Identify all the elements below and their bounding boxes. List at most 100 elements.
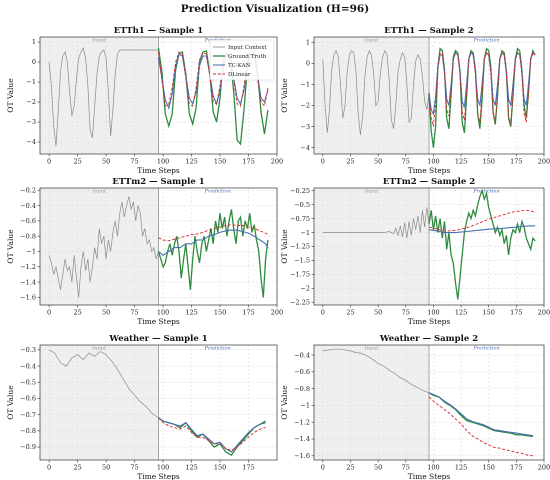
y-tick-label: −0.6: [294, 368, 310, 376]
y-tick-label: −1.2: [294, 418, 310, 426]
y-tick-label: −1.6: [20, 294, 36, 302]
x-tick-label: 150: [214, 309, 226, 317]
series-line-input-context: [48, 196, 159, 298]
chart-title: Weather — Sample 1: [108, 334, 207, 344]
y-tick-label: −4: [300, 144, 310, 152]
series-line-ground-truth: [428, 47, 536, 148]
chart-title: ETTh1 — Sample 1: [114, 26, 204, 36]
y-tick-label: −0.6: [20, 217, 36, 225]
x-tick-label: 75: [402, 464, 410, 472]
x-tick-label: 50: [374, 158, 382, 166]
x-tick-label: 150: [483, 158, 495, 166]
y-tick-label: −0.8: [20, 427, 36, 435]
y-tick-label: −0.8: [20, 232, 36, 240]
x-tick-label: 75: [402, 158, 410, 166]
x-tick-label: 0: [321, 309, 325, 317]
x-tick-label: 150: [214, 158, 226, 166]
x-tick-label: 25: [73, 158, 81, 166]
input-region-label: Input: [91, 346, 107, 352]
y-axis-label: OT Value: [280, 78, 289, 113]
x-tick-label: 125: [185, 309, 197, 317]
x-tick-label: 25: [346, 464, 354, 472]
series-line-tc-kan: [158, 417, 266, 453]
input-region-shade: [314, 345, 429, 460]
series-line-dlinear: [428, 51, 536, 127]
y-tick-label: 0: [306, 60, 310, 68]
x-tick-label: 100: [427, 309, 439, 317]
input-region-label: Input: [91, 38, 107, 44]
x-tick-label: 150: [483, 464, 495, 472]
x-tick-label: 75: [130, 309, 138, 317]
y-tick-label: −1: [26, 78, 36, 86]
x-axis-label: Time Steps: [408, 166, 451, 175]
prediction-region-label: Prediction: [204, 189, 231, 195]
y-tick-label: −2: [300, 102, 310, 110]
y-tick-label: −1.2: [20, 263, 36, 271]
x-tick-label: 25: [346, 158, 354, 166]
y-axis-label: OT Value: [280, 229, 289, 264]
input-region-shade: [40, 37, 159, 154]
chart-title: ETTh1 — Sample 2: [384, 26, 474, 36]
series-line-ground-truth: [428, 188, 536, 300]
x-tick-label: 175: [242, 464, 254, 472]
y-tick-label: −1: [300, 81, 310, 89]
x-tick-label: 0: [47, 309, 51, 317]
x-tick-label: 150: [483, 309, 495, 317]
y-tick-label: −1.5: [294, 257, 310, 265]
chart-title: ETTm2 — Sample 1: [112, 177, 204, 187]
x-tick-label: 125: [455, 158, 467, 166]
x-tick-label: 200: [538, 464, 550, 472]
x-tick-label: 200: [538, 309, 550, 317]
y-tick-label: −3: [300, 123, 310, 131]
input-region-shade: [40, 345, 159, 460]
x-tick-label: 0: [321, 464, 325, 472]
plot-frame: [39, 344, 278, 461]
legend-box: [209, 39, 275, 81]
y-tick-label: −0.9: [20, 443, 36, 451]
y-tick-label: −0.5: [294, 201, 310, 209]
chart-panel-4: Input Prediction 0 25 50 75 100 125 150 175 200 −2.…: [280, 177, 550, 326]
plot-frame: [39, 36, 278, 155]
input-region-label: Input: [91, 189, 107, 195]
x-tick-label: 175: [242, 309, 254, 317]
input-region-label: Input: [364, 346, 380, 352]
x-tick-label: 200: [538, 158, 550, 166]
chart-title: Weather — Sample 2: [379, 334, 478, 344]
series-line-input-context: [48, 349, 159, 419]
x-tick-label: 175: [510, 309, 522, 317]
series-line-tc-kan: [158, 229, 269, 256]
prediction-region-label: Prediction: [472, 189, 499, 195]
y-tick-label: −0.3: [20, 346, 36, 354]
series-line-tc-kan: [428, 392, 533, 437]
series-line-dlinear: [158, 224, 269, 242]
y-axis-label: OT Value: [6, 385, 15, 420]
x-axis-label: Time Steps: [408, 472, 451, 480]
y-tick-label: −0.75: [290, 215, 310, 223]
y-tick-label: −0.6: [20, 395, 36, 403]
y-tick-label: 1: [32, 38, 36, 46]
x-tick-label: 25: [346, 309, 354, 317]
x-tick-label: 100: [157, 464, 169, 472]
y-tick-label: −1: [26, 248, 36, 256]
x-axis-label: Time Steps: [137, 472, 180, 480]
y-tick-label: −0.4: [20, 362, 36, 370]
y-tick-label: −2.25: [290, 298, 310, 306]
y-tick-label: −0.4: [20, 202, 36, 210]
plot-frame: [313, 344, 545, 461]
series-line-tc-kan: [428, 225, 536, 234]
y-axis-label: OT Value: [6, 229, 15, 264]
input-region-label: Input: [364, 38, 380, 44]
x-tick-label: 0: [47, 158, 51, 166]
series-line-input-context: [322, 49, 430, 136]
y-tick-label: −0.5: [20, 378, 36, 386]
y-tick-label: −4: [26, 138, 36, 146]
prediction-region-label: Prediction: [472, 346, 499, 352]
y-tick-label: −0.7: [20, 411, 36, 419]
x-tick-label: 125: [455, 464, 467, 472]
y-tick-label: −2: [300, 284, 310, 292]
x-tick-label: 75: [130, 158, 138, 166]
x-tick-label: 100: [427, 158, 439, 166]
plot-frame: [313, 36, 545, 155]
x-tick-label: 25: [73, 464, 81, 472]
